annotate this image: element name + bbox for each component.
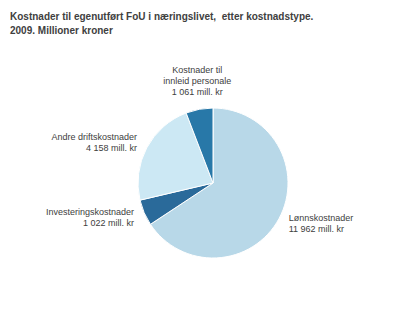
svg-text:Kostnader tilinnleid personale: Kostnader tilinnleid personale1 061 mill… [163, 65, 231, 97]
svg-text:Investeringskostnader1 022 mil: Investeringskostnader1 022 mill. kr [46, 207, 134, 228]
html-text:2009. Millioner kroner: 2009. Millioner kroner [10, 25, 113, 36]
html-text:Kostnader til egenutført FoU i: Kostnader til egenutført FoU i næringsli… [10, 11, 314, 22]
svg-text:Lønnskostnader11 962 mill. kr: Lønnskostnader11 962 mill. kr [289, 213, 354, 234]
svg-text:Andre driftskostnader4 158 mil: Andre driftskostnader4 158 mill. kr [51, 132, 137, 153]
